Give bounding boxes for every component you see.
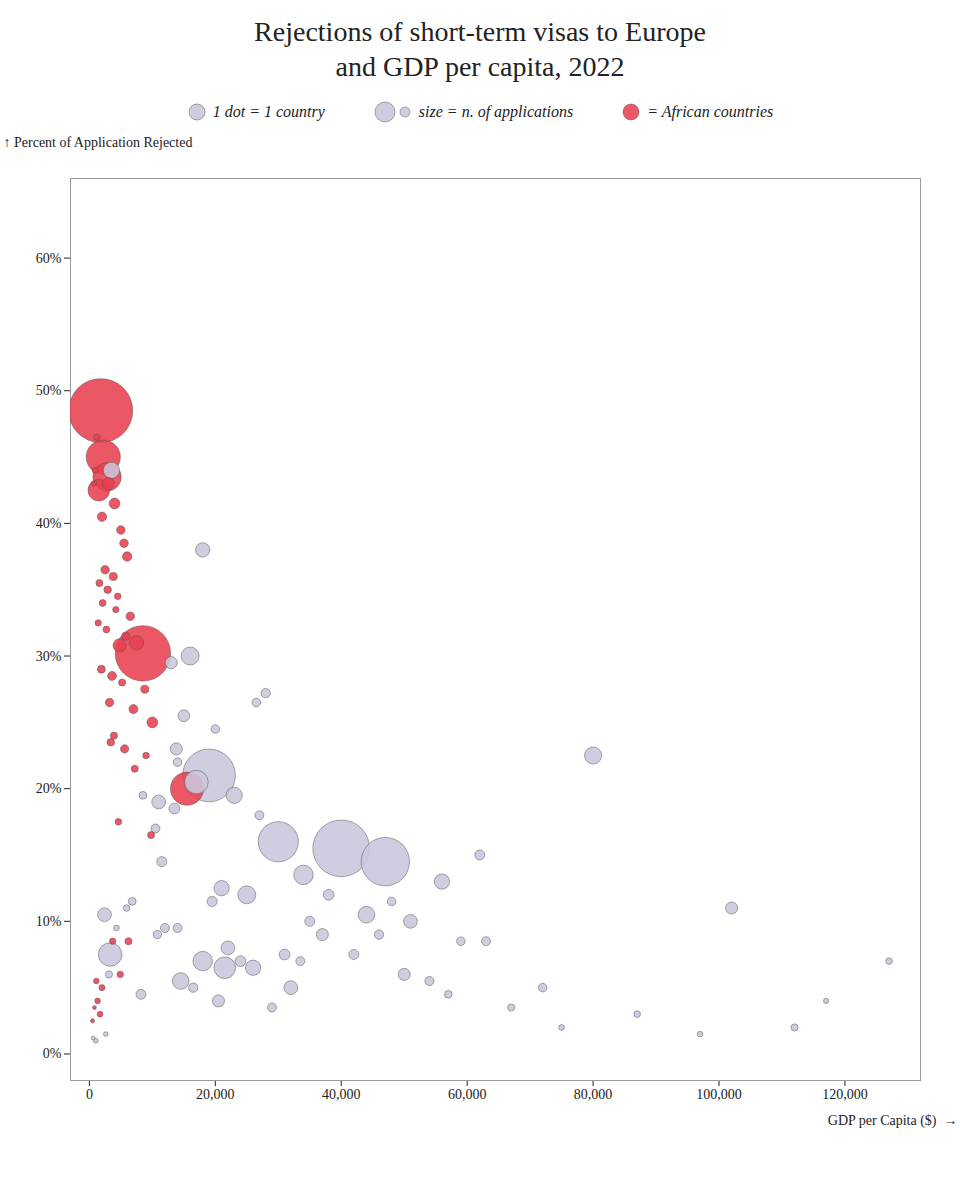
svg-text:40,000: 40,000 xyxy=(322,1087,361,1102)
html-text:= African countries: = African countries xyxy=(647,103,774,120)
html-text:Rejections of short-term visas: Rejections of short-term visas to Europe… xyxy=(254,16,706,82)
svg-text:60,000: 60,000 xyxy=(448,1087,487,1102)
svg-text:↑ Percent of Application Rejec: ↑ Percent of Application Rejected xyxy=(4,135,193,150)
svg-text:100,000: 100,000 xyxy=(696,1087,742,1102)
svg-text:50%: 50% xyxy=(36,383,62,398)
svg-text:60%: 60% xyxy=(36,251,62,266)
svg-text:0: 0 xyxy=(86,1087,93,1102)
html-text:1 dot = 1 country: 1 dot = 1 country xyxy=(212,103,325,120)
svg-text:10%: 10% xyxy=(36,914,62,929)
svg-text:20%: 20% xyxy=(36,781,62,796)
svg-text:0%: 0% xyxy=(43,1046,62,1061)
svg-text:80,000: 80,000 xyxy=(574,1087,613,1102)
svg-text:40%: 40% xyxy=(36,516,62,531)
svg-text:20,000: 20,000 xyxy=(196,1087,235,1102)
svg-text:30%: 30% xyxy=(36,649,62,664)
html-text:size = n. of applications: size = n. of applications xyxy=(418,103,574,120)
svg-text:GDP per Capita ($) →: GDP per Capita ($) → xyxy=(828,1113,958,1129)
svg-text:120,000: 120,000 xyxy=(822,1087,868,1102)
